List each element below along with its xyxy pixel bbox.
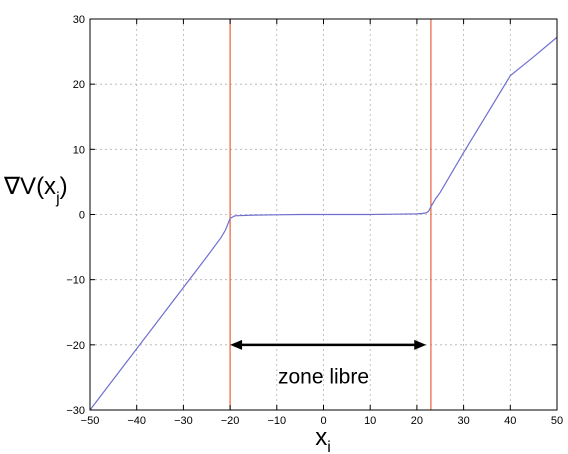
y-tick-label: 0 [79, 210, 85, 222]
x-tick-label: −10 [267, 415, 286, 427]
y-tick-label: 30 [73, 14, 85, 26]
y-axis-label: ∇V(xj) [3, 173, 68, 207]
x-tick-label: −30 [174, 415, 193, 427]
x-axis-label-main: x [315, 424, 327, 451]
arrow-head-right [414, 339, 427, 350]
arrow-head-left [230, 339, 243, 350]
y-tick-label: −10 [66, 275, 85, 287]
x-tick-label: 50 [551, 415, 563, 427]
y-axis-label-main: ∇V(x [3, 173, 56, 200]
y-axis-label-close: ) [60, 173, 68, 200]
y-tick-label: 10 [73, 144, 85, 156]
x-axis-label: xi [315, 424, 331, 454]
x-tick-label: 20 [411, 415, 423, 427]
y-tick-label: −30 [66, 405, 85, 417]
x-tick-label: 10 [364, 415, 376, 427]
annotation: zone libre [230, 339, 427, 388]
x-tick-label: −50 [81, 415, 100, 427]
x-tick-label: 30 [457, 415, 469, 427]
x-tick-label: −20 [221, 415, 240, 427]
x-tick-label: −40 [127, 415, 146, 427]
x-tick-label: 0 [320, 415, 326, 427]
series-line [89, 36, 558, 411]
x-axis-label-sub: i [327, 439, 331, 454]
series-group [89, 36, 558, 411]
annotation-label: zone libre [278, 365, 369, 388]
y-tick-label: 20 [73, 79, 85, 91]
ticks: −50 −40 −30 −20 −10 0 10 20 30 40 50 −30 −20 −10 0 10 20… [66, 14, 563, 427]
x-tick-label: 40 [504, 415, 516, 427]
y-axis-label-sub: j [55, 190, 60, 207]
y-tick-label: −20 [66, 340, 85, 352]
